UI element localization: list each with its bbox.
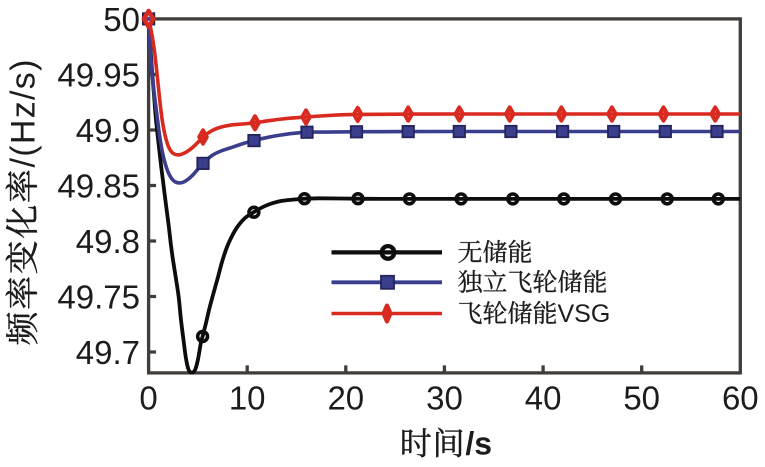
svg-text:30: 30 <box>426 380 463 417</box>
svg-text:20: 20 <box>327 380 364 417</box>
svg-text:10: 10 <box>229 380 266 417</box>
svg-text:49.8: 49.8 <box>76 223 140 260</box>
svg-text:50: 50 <box>623 380 660 417</box>
svg-text:/(Hz/s): /(Hz/s) <box>4 58 42 167</box>
svg-text:/s: /s <box>465 426 492 462</box>
svg-text:50: 50 <box>103 1 140 38</box>
svg-text:49.75: 49.75 <box>57 279 140 316</box>
svg-text:0: 0 <box>139 380 157 417</box>
svg-text:49.9: 49.9 <box>76 112 140 149</box>
svg-text:49.85: 49.85 <box>57 168 140 205</box>
svg-text:60: 60 <box>722 380 759 417</box>
svg-text:40: 40 <box>525 380 562 417</box>
svg-text:VSG: VSG <box>558 300 611 328</box>
svg-text:49.7: 49.7 <box>76 334 140 371</box>
svg-text:49.95: 49.95 <box>57 56 140 93</box>
